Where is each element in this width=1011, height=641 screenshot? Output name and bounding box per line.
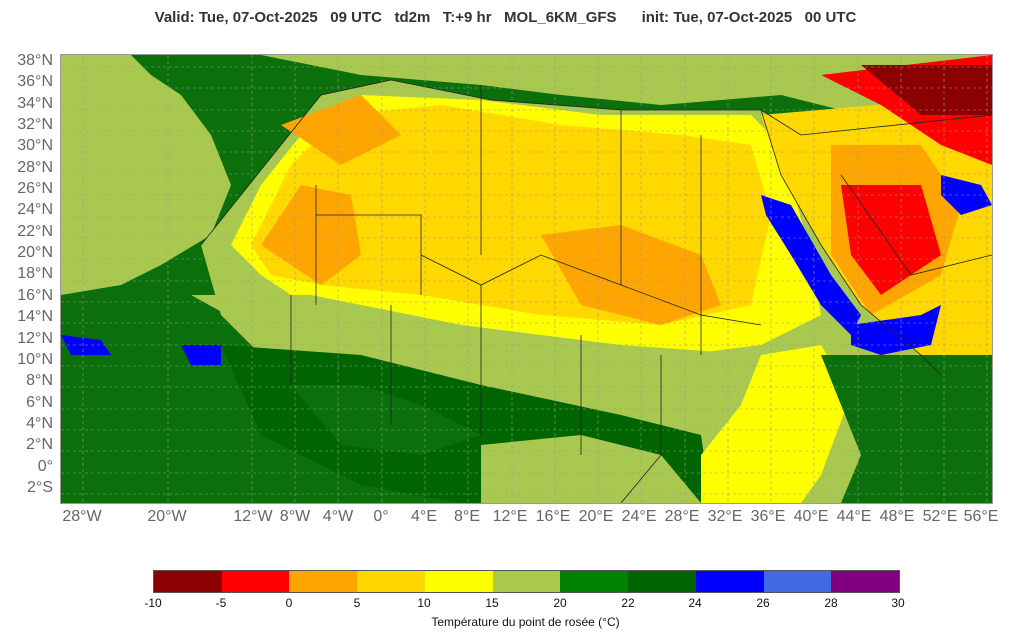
colorbar-label: Température du point de rosée (°C) [431,615,620,629]
colorbar-tick: -10 [144,596,162,610]
colorbar-swatch [289,571,358,592]
lon-label: 40°E [793,508,829,525]
lon-label: 4°W [322,508,354,525]
colorbar-tick: 24 [688,596,702,610]
dewpoint-map [60,54,993,504]
lat-label: 2°N [26,436,53,453]
lon-label: 48°E [879,508,915,525]
colorbar-tick: 15 [485,596,499,610]
colorbar-tick: 10 [417,596,431,610]
lat-label: 10°N [17,351,53,368]
indian-ocean [821,355,992,503]
guinea-coast [291,385,481,455]
lon-label: 28°W [62,508,102,525]
lon-label: 32°E [707,508,743,525]
lat-label: 34°N [17,95,53,112]
iran-very-dry [861,65,992,115]
colorbar-swatch [560,571,629,592]
lon-label: 8°E [454,508,480,525]
colorbar-swatch [424,571,493,592]
colorbar-swatch [695,571,764,592]
colorbar-swatch [831,571,900,592]
persian-gulf [941,175,992,215]
lon-label: 12°E [492,508,528,525]
lon-label: 12°W [233,508,273,525]
lon-label: 8°W [279,508,311,525]
lon-label: 20°E [578,508,614,525]
map-canvas [61,55,992,503]
lon-label: 28°E [664,508,700,525]
map-title: Valid: Tue, 07-Oct-2025 09 UTC td2m T:+9… [154,9,857,26]
lat-label: 38°N [17,52,53,69]
colorbar [153,570,900,593]
colorbar-tick: 22 [621,596,635,610]
lon-label: 24°E [621,508,657,525]
lat-label: 28°N [17,159,53,176]
colorbar-swatch [628,571,696,592]
lat-label: 12°N [17,330,53,347]
gulf-of-aden [851,305,941,355]
orange-west [261,185,361,285]
lat-label: 2°S [27,479,53,496]
lat-label: 26°N [17,180,53,197]
lat-label: 20°N [17,244,53,261]
colorbar-tick: 20 [553,596,567,610]
lat-label: 32°N [17,116,53,133]
sahel-band [191,295,841,415]
lat-label: 36°N [17,73,53,90]
lat-label: 6°N [26,394,53,411]
lon-label: 36°E [750,508,786,525]
lat-label: 0° [37,458,53,475]
orange-north [281,95,401,165]
red-sea [761,195,861,335]
lat-label: 22°N [17,223,53,240]
orange-central [541,225,721,325]
atlantic-patch-2 [181,345,221,365]
colorbar-swatch [492,571,561,592]
colorbar-tick: 30 [891,596,905,610]
lon-label: 56°E [963,508,999,525]
colorbar-tick: 28 [824,596,838,610]
lat-label: 14°N [17,308,53,325]
arabia-dry [841,185,941,295]
lat-label: 4°N [26,415,53,432]
lat-label: 30°N [17,137,53,154]
colorbar-swatch [357,571,425,592]
atlantic-region [61,55,231,295]
east-africa [701,345,851,503]
colorbar-tick: 26 [756,596,770,610]
mediterranean-region [261,55,992,125]
lon-label: 4°E [411,508,437,525]
borders [200,79,992,503]
colorbar-swatch [763,571,832,592]
lon-label: 20°W [147,508,187,525]
lat-label: 8°N [26,372,53,389]
colorbar-tick: -5 [215,596,227,610]
lat-label: 16°N [17,287,53,304]
colorbar-swatch [221,571,290,592]
lat-label: 18°N [17,265,53,282]
lon-label: 44°E [836,508,872,525]
lon-label: 16°E [535,508,571,525]
lon-label: 0° [373,508,389,525]
colorbar-tick: 5 [353,596,361,610]
lon-label: 52°E [922,508,958,525]
lat-label: 24°N [17,201,53,218]
colorbar-swatch [154,571,222,592]
central-africa [481,435,701,503]
colorbar-tick: 0 [285,596,293,610]
